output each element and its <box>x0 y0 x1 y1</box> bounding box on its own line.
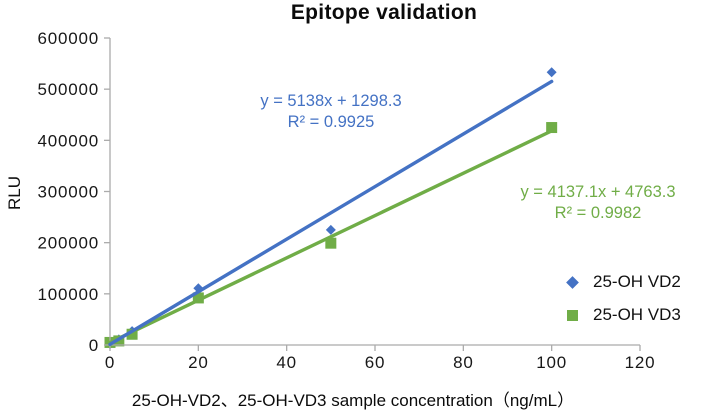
legend: 25-OH VD2 25-OH VD3 <box>566 269 681 328</box>
data-point-diamond <box>325 224 336 235</box>
x-tick-label: 20 <box>188 353 209 372</box>
legend-label-vd3: 25-OH VD3 <box>593 305 681 324</box>
data-point-square <box>325 237 337 249</box>
legend-item-vd2: 25-OH VD2 <box>566 269 681 295</box>
vd3-trendline-label: y = 4137.1x + 4763.3 R² = 0.9982 <box>492 182 704 224</box>
vd2-equation: y = 5138x + 1298.3 <box>260 92 402 110</box>
data-point-diamond <box>546 67 557 78</box>
x-tick-label: 120 <box>625 353 656 372</box>
x-tick-label: 100 <box>536 353 567 372</box>
y-tick-label: 100000 <box>37 285 99 304</box>
data-point-square <box>126 328 138 340</box>
x-tick-label: 80 <box>453 353 474 372</box>
trendline <box>108 79 554 347</box>
y-axis-title: RLU <box>5 176 24 211</box>
vd2-r-squared: R² = 0.9925 <box>287 113 375 131</box>
y-tick-label: 0 <box>89 336 99 355</box>
data-point-square <box>546 122 558 134</box>
y-tick-label: 400000 <box>37 131 99 150</box>
x-tick-label: 0 <box>105 353 115 372</box>
vd2-diamond-icon <box>566 275 579 289</box>
y-tick-label: 200000 <box>37 234 99 253</box>
vd3-r-squared: R² = 0.9982 <box>554 204 642 222</box>
x-tick-label: 60 <box>365 353 386 372</box>
legend-label-vd2: 25-OH VD2 <box>593 272 681 291</box>
y-tick-label: 500000 <box>37 80 99 99</box>
y-tick-label: 600000 <box>37 29 99 48</box>
chart-title: Epitope validation <box>290 1 478 24</box>
trendline <box>108 129 554 345</box>
x-tick-label: 40 <box>276 353 297 372</box>
data-point-square <box>192 292 204 304</box>
vd3-equation: y = 4137.1x + 4763.3 <box>520 183 676 201</box>
x-axis-title: 25-OH-VD2、25-OH-VD3 sample concentration… <box>131 391 575 410</box>
legend-item-vd3: 25-OH VD3 <box>566 302 681 328</box>
vd3-square-icon <box>567 309 578 321</box>
y-tick-label: 300000 <box>37 183 99 202</box>
vd2-trendline-label: y = 5138x + 1298.3 R² = 0.9925 <box>225 91 437 133</box>
